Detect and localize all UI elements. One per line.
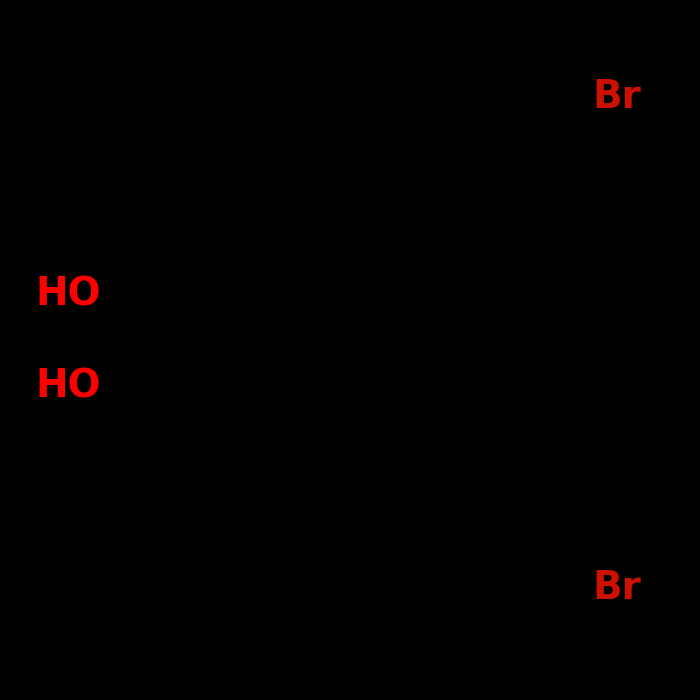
Text: HO: HO	[35, 368, 101, 406]
Text: Br: Br	[592, 78, 640, 116]
Text: Br: Br	[592, 569, 640, 607]
Text: HO: HO	[35, 276, 101, 314]
